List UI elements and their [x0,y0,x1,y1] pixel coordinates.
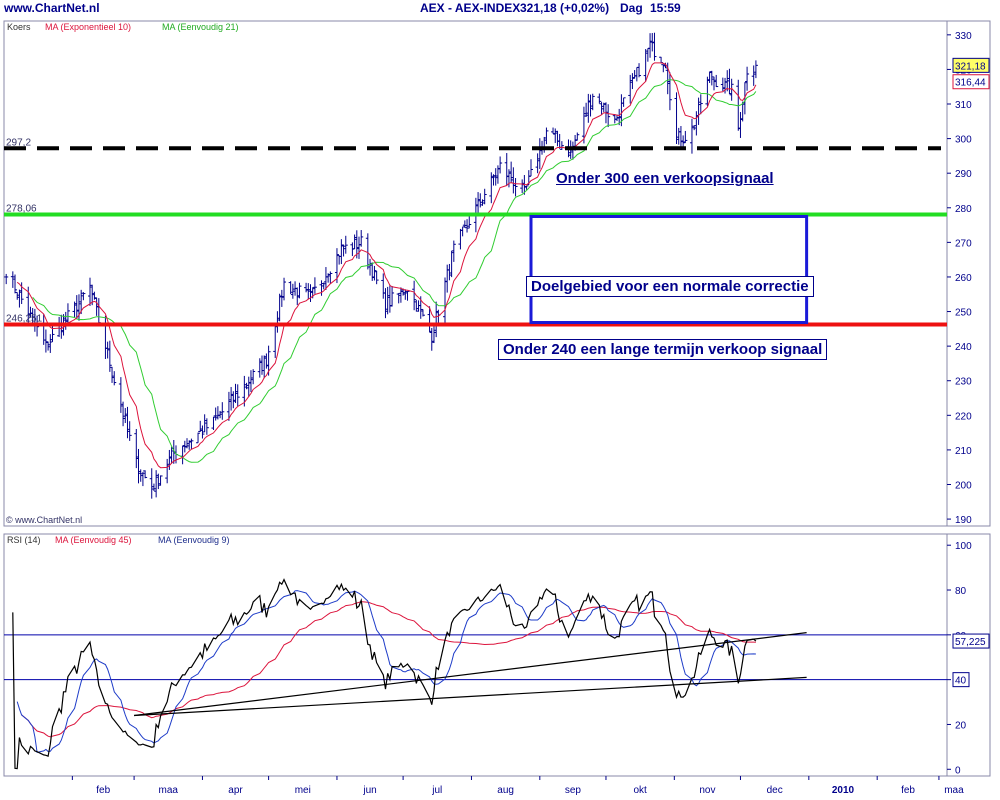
annotation-sell-300: Onder 300 een verkoopsignaal [556,170,774,187]
x-month-label: maa [944,785,964,796]
last-close-box [952,57,990,73]
ema10-last-box [952,74,990,90]
price-y-tick-label: 290 [955,169,972,180]
x-month-label: maa [159,785,179,796]
rsi-40-value: 40 [955,676,967,687]
rsi-legend-ma45: MA (Eenvoudig 45) [55,535,132,545]
rsi-last-value: 57,225 [955,637,986,648]
price-y-tick-label: 270 [955,238,972,249]
price-y-tick-label: 280 [955,204,972,215]
price-y-tick-label: 260 [955,273,972,284]
price-axis-frame [946,20,991,527]
x-month-label: aug [497,785,514,796]
x-month-label: jun [362,785,376,796]
price-legend-ema10: MA (Exponentieel 10) [45,22,131,32]
price-y-tick-label: 210 [955,446,972,457]
rsi-trendline-1 [134,631,807,717]
rsi-legend-rsi: RSI (14) [7,535,41,545]
quote-time: 15:59 [650,1,681,15]
price-y-tick-label: 220 [955,411,972,422]
price-y-tick-label: 250 [955,308,972,319]
x-month-label: feb [96,785,110,796]
price-y-tick-label: 190 [955,515,972,526]
last-close-value: 321,18 [955,61,986,72]
last-quote: 321,18 (+0,02%) [520,1,610,15]
watermark: © www.ChartNet.nl [6,515,82,525]
rsi-trendline-2 [134,676,807,717]
site-name[interactable]: www.ChartNet.nl [4,1,100,15]
rsi-y-tick-label: 0 [955,765,961,776]
price-y-tick-label: 330 [955,31,972,42]
rsi-line [12,578,757,770]
level-line-label: 246,251 [6,314,43,325]
rsi-legend-ma9: MA (Eenvoudig 9) [158,535,230,545]
period-label: Dag [620,1,643,15]
rsi-axis-frame [946,533,991,777]
rsi-40-box [952,672,970,688]
price-panel-frame [3,20,948,527]
target-zone-box [529,214,809,325]
rsi-y-tick-label: 80 [955,586,967,597]
rsi-last-box [952,633,990,649]
price-legend-sma21: MA (Eenvoudig 21) [162,22,239,32]
level-line-label: 297,2 [6,137,31,148]
x-month-label: 2010 [832,785,855,796]
ema10-line [16,62,757,469]
x-month-label: apr [228,785,243,796]
header-bar: www.ChartNet.nl AEX - AEX-INDEX 321,18 (… [0,0,1000,20]
sma21-line [32,79,757,463]
price-y-tick-label: 310 [955,100,972,111]
x-month-label: dec [767,785,783,796]
x-month-label: sep [565,785,582,796]
annotation-target-zone: Doelgebied voor een normale correctie [526,276,814,297]
price-y-tick-label: 300 [955,135,972,146]
ema10-last-value: 316,44 [955,78,986,89]
price-y-tick-label: 230 [955,377,972,388]
x-month-label: feb [901,785,915,796]
x-month-label: jul [431,785,442,796]
x-month-label: mei [295,785,311,796]
x-month-label: nov [699,785,715,796]
price-y-tick-label: 200 [955,480,972,491]
price-bars [4,32,758,499]
level-line-label: 278,06 [6,203,37,214]
rsi-y-tick-label: 100 [955,541,972,552]
rsi-y-tick-label: 20 [955,720,967,731]
rsi-panel-frame [3,533,948,777]
rsi-ma9-line [16,590,756,754]
instrument-title: AEX - AEX-INDEX [420,1,521,15]
annotation-sell-240: Onder 240 een lange termijn verkoop sign… [498,339,828,360]
price-legend-koers: Koers [7,22,31,32]
x-month-label: okt [633,785,647,796]
price-y-tick-label: 240 [955,342,972,353]
